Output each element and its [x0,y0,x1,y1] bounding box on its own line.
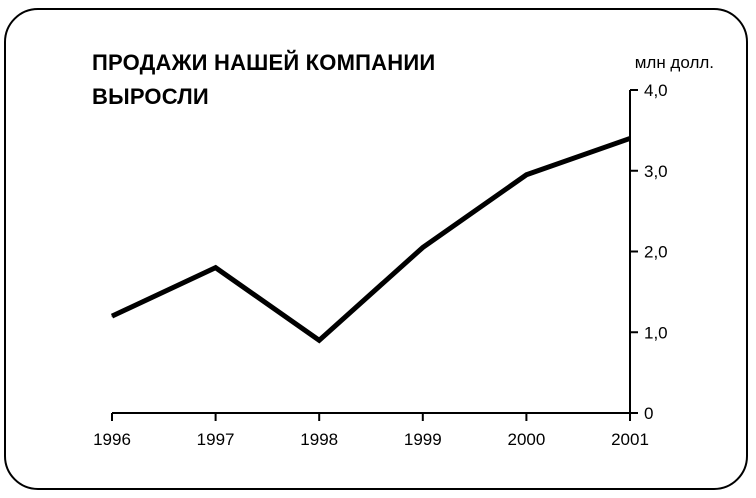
x-tick-label: 1996 [93,430,131,449]
data-point [215,267,217,269]
x-tick-label: 2000 [507,430,545,449]
chart-title-line-2: ВЫРОСЛИ [92,84,209,109]
y-tick-label: 0 [644,404,653,423]
y-tick-label: 4,0 [644,81,668,100]
data-point [111,315,113,317]
data-point [318,339,320,341]
y-axis-unit-label: млн долл. [634,53,714,72]
chart-title-line-1: ПРОДАЖИ НАШЕЙ КОМПАНИИ [92,50,436,75]
x-tick-label: 2001 [611,430,649,449]
x-tick-label: 1999 [404,430,442,449]
data-point [422,246,424,248]
data-point [525,174,527,176]
x-tick-label: 1998 [300,430,338,449]
chart-title: ПРОДАЖИ НАШЕЙ КОМПАНИИ ВЫРОСЛИ [92,46,435,114]
y-tick-label: 3,0 [644,162,668,181]
x-tick-label: 1997 [197,430,235,449]
series-line [110,136,631,344]
y-tick-label: 1,0 [644,323,668,342]
y-tick-label: 2,0 [644,243,668,262]
data-point [629,137,631,139]
chart-frame [4,8,748,490]
